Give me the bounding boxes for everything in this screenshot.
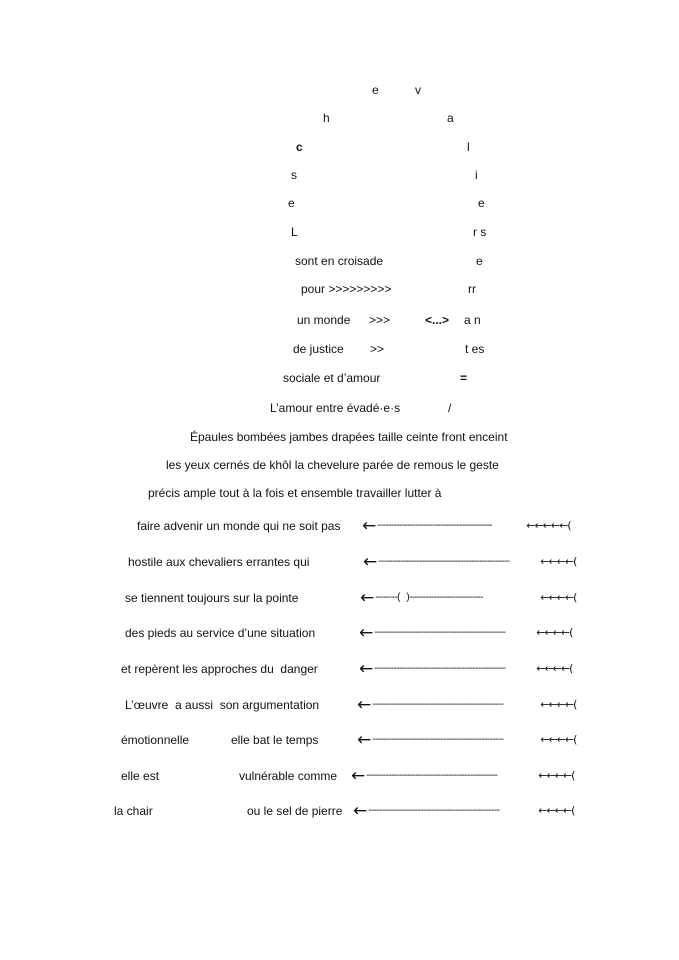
poem-line: et repèrent les approches du danger xyxy=(121,662,318,676)
poem-line: émotionnelle xyxy=(121,733,190,747)
arrow-line: ← ---------------------------------------… xyxy=(363,552,577,572)
poem-line: elle est xyxy=(121,769,160,783)
poem-fragment: un monde xyxy=(297,313,351,327)
poem-fragment: s xyxy=(291,168,297,182)
left-arrow-icon: ← xyxy=(357,695,372,715)
poem-fragment: a n xyxy=(464,313,481,327)
poem-fragment: c xyxy=(296,140,303,154)
dash-line: --------( )--------------------------- xyxy=(375,592,483,603)
dash-line: ----------------------------------------… xyxy=(372,699,504,710)
poem-line-right: vulnérable comme xyxy=(239,769,338,783)
left-arrow-icon: ← xyxy=(353,801,368,821)
dash-line: ----------------------------------------… xyxy=(368,805,500,816)
poem-fragment: a xyxy=(447,111,454,125)
poem-line: hostile aux chevaliers errantes qui xyxy=(128,555,310,569)
small-arrows: ←←←←←( xyxy=(526,519,571,532)
poem-fragment: sociale et d’amour xyxy=(283,371,381,385)
dash-line: ----------------------------------------… xyxy=(372,734,504,745)
poem-line: L’œuvre a aussi son argumentation xyxy=(125,698,320,712)
poem-fragment: pour >>>>>>>>> xyxy=(301,282,392,296)
poem-fragment: t es xyxy=(465,342,485,356)
poem-fragment: sont en croisade xyxy=(295,254,384,268)
poem-line: la chair xyxy=(114,804,153,818)
dash-line: ----------------------------------------… xyxy=(377,520,492,531)
poem-fragment: v xyxy=(415,83,421,97)
small-arrows: ←←←←( xyxy=(536,626,573,639)
poem-fragment: <...> xyxy=(425,313,450,327)
arrow-line: ← ---------------------------------------… xyxy=(362,516,572,536)
left-arrow-icon: ← xyxy=(357,730,372,750)
small-arrows: ←←←←( xyxy=(536,662,573,675)
poem-fragment: L xyxy=(291,225,298,239)
poem-line-right: elle bat le temps xyxy=(231,733,319,747)
arrow-line: ← --------( )--------------------------- ←… xyxy=(360,588,577,608)
poem-fragment: e xyxy=(288,196,295,210)
poem-fragment: e xyxy=(476,254,483,268)
poem-line: les yeux cernés de khôl la chevelure par… xyxy=(166,458,499,472)
poem-line: se tiennent toujours sur la pointe xyxy=(125,591,299,605)
small-arrows: ←←←←( xyxy=(538,804,575,817)
arrow-line: ← ---------------------------------------… xyxy=(357,695,577,715)
poem-fragment: r s xyxy=(473,225,487,239)
poem-fragment: i xyxy=(475,168,478,182)
poem-line: précis ample tout à la fois et ensemble … xyxy=(148,486,442,500)
left-arrow-icon: ← xyxy=(351,766,366,786)
poem-fragment: >>> xyxy=(369,313,391,327)
arrow-line: ← ---------------------------------------… xyxy=(353,801,575,821)
poem-fragment: h xyxy=(323,111,330,125)
small-arrows: ←←←←( xyxy=(540,555,577,568)
left-arrow-icon: ← xyxy=(359,623,374,643)
poem-line-right: ou le sel de pierre xyxy=(247,804,343,818)
dash-line: ----------------------------------------… xyxy=(374,663,506,674)
poem-fragment: e xyxy=(372,83,379,97)
arrow-line: ← ---------------------------------------… xyxy=(359,623,573,643)
poem-line: des pieds au service d’une situation xyxy=(125,626,316,640)
poem-fragment: e xyxy=(478,196,485,210)
left-arrow-icon: ← xyxy=(360,588,375,608)
dash-line: ----------------------------------------… xyxy=(378,556,510,567)
small-arrows: ←←←←( xyxy=(538,769,575,782)
left-arrow-icon: ← xyxy=(362,516,377,536)
poem-fragment: L’amour entre évadé·e·s xyxy=(270,401,401,415)
small-arrows: ←←←←( xyxy=(540,698,577,711)
poem-line: faire advenir un monde qui ne soit pas xyxy=(137,519,341,533)
left-arrow-icon: ← xyxy=(359,659,374,679)
left-arrow-icon: ← xyxy=(363,552,378,572)
poem-fragment: / xyxy=(448,401,452,415)
arrow-line: ← ---------------------------------------… xyxy=(359,659,573,679)
poem-fragment: rr xyxy=(468,282,476,296)
small-arrows: ←←←←( xyxy=(540,591,577,604)
poem-fragment: de justice xyxy=(293,342,344,356)
poem-fragment: >> xyxy=(370,342,385,356)
poem-line: Épaules bombées jambes drapées taille ce… xyxy=(190,430,508,444)
dash-line: ----------------------------------------… xyxy=(374,627,506,638)
poem-fragment: l xyxy=(467,140,470,154)
arrow-line: ← ---------------------------------------… xyxy=(351,766,575,786)
dash-line: ----------------------------------------… xyxy=(366,770,498,781)
arrow-line: ← ---------------------------------------… xyxy=(357,730,577,750)
poem-fragment: = xyxy=(460,371,468,385)
small-arrows: ←←←←( xyxy=(540,733,577,746)
